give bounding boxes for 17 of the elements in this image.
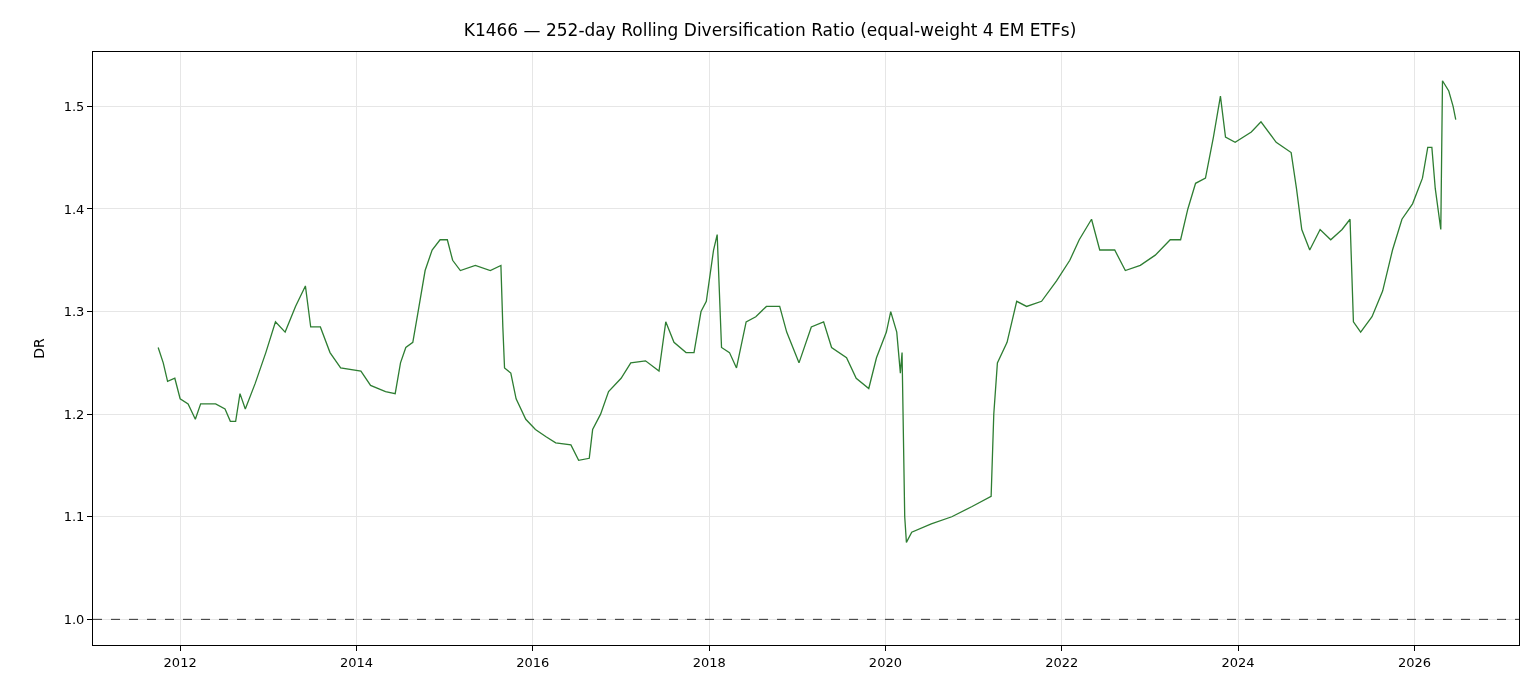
chart-title: K1466 — 252-day Rolling Diversification Ratio (equal-weight 4 EM ETFs): [463, 20, 1077, 41]
y-tick-label: 1.4: [63, 201, 85, 217]
y-axis-title: DR: [31, 337, 48, 359]
line-series: [157, 80, 1457, 544]
x-tick-label: 2018: [692, 654, 726, 670]
y-tick-label: 1.3: [63, 304, 85, 320]
x-tick-label: 2016: [516, 654, 550, 670]
x-tick-label: 2014: [340, 654, 374, 670]
x-tick-label: 2020: [868, 654, 902, 670]
x-tick-label: 2012: [163, 654, 197, 670]
x-tick-label: 2024: [1221, 654, 1255, 670]
y-tick-label: 1.0: [63, 611, 85, 627]
y-tick-label: 1.2: [63, 406, 85, 422]
x-tick-label: 2026: [1397, 654, 1432, 670]
y-tick-label: 1.5: [63, 98, 85, 114]
y-tick-label: 1.1: [63, 509, 85, 525]
x-tick-label: 2022: [1045, 654, 1079, 670]
